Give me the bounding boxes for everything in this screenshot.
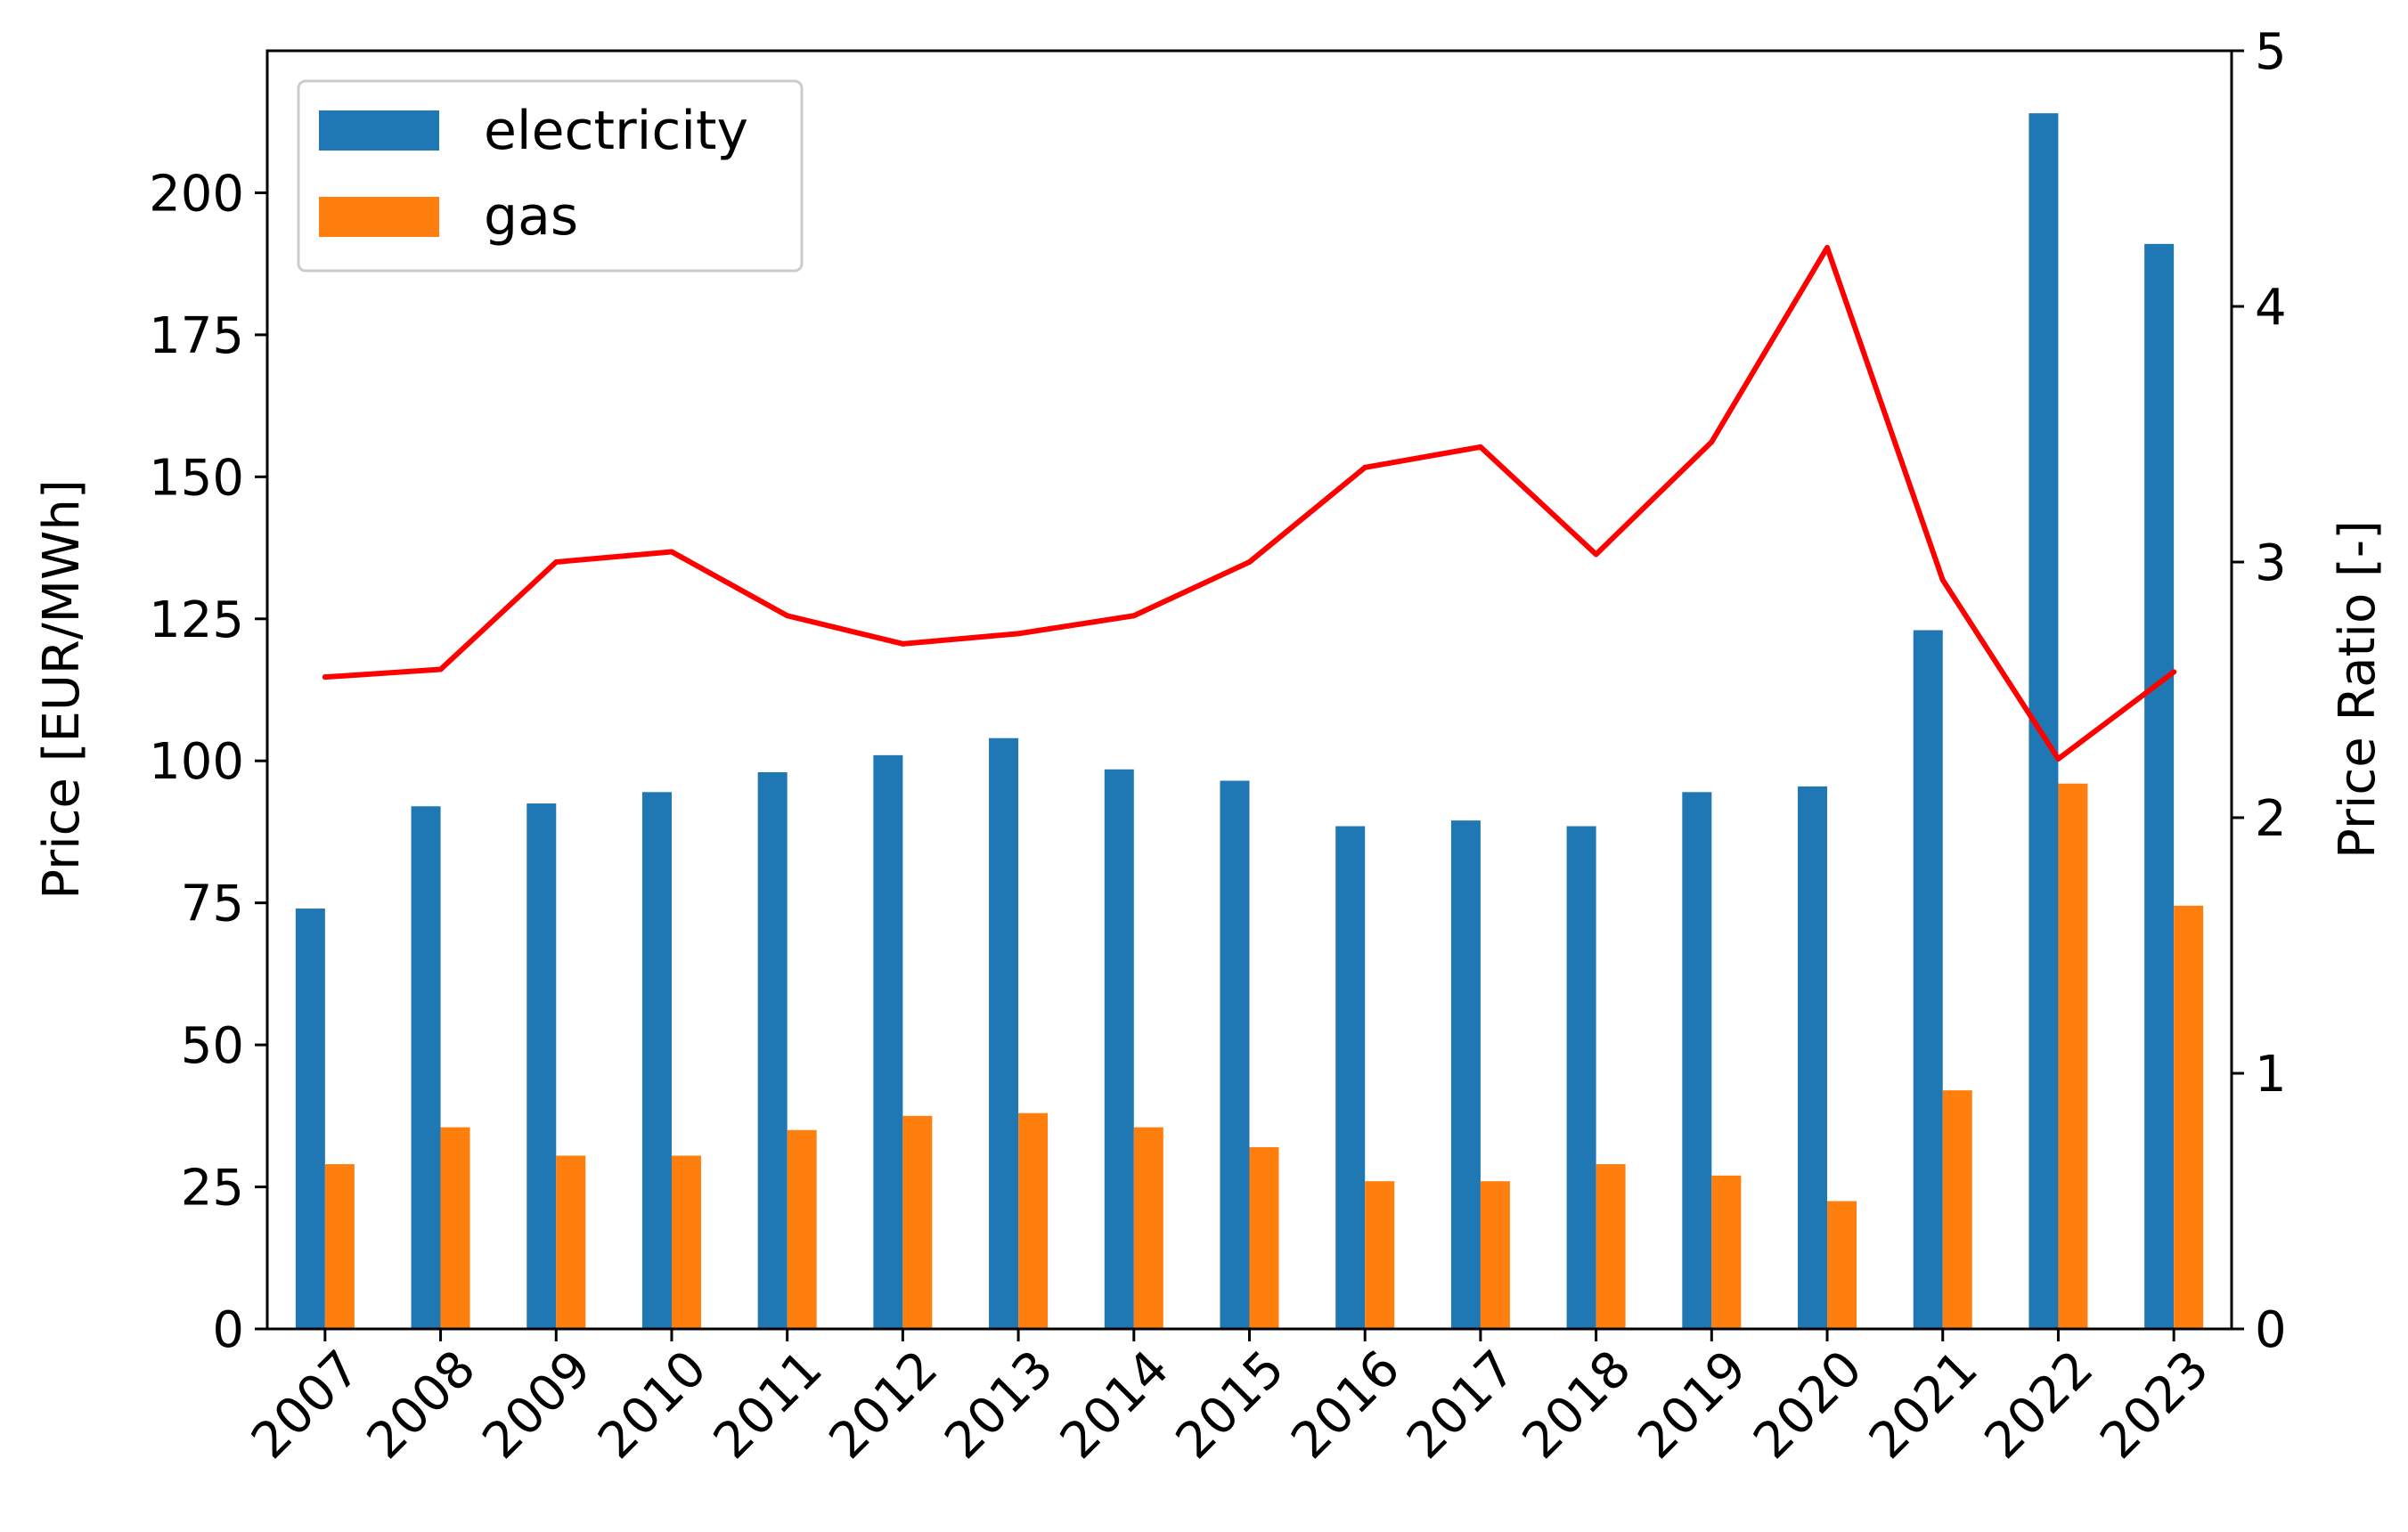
bar-electricity-2018: [1566, 826, 1596, 1329]
point-price-ratio-2010: [668, 549, 674, 555]
bar-electricity-2015: [1220, 780, 1250, 1329]
point-price-ratio-2009: [553, 559, 559, 565]
y-tick-label-125: 125: [149, 591, 244, 649]
bar-gas-2010: [671, 1155, 701, 1329]
bar-electricity-2023: [2144, 243, 2175, 1329]
y2-axis-label: Price Ratio [-]: [2329, 520, 2387, 859]
x-tick-label-2019: 2019: [1627, 1340, 1758, 1471]
bar-gas-2007: [324, 1164, 355, 1329]
bar-gas-2008: [440, 1127, 470, 1329]
point-price-ratio-2023: [2171, 669, 2177, 675]
point-price-ratio-2008: [437, 666, 444, 672]
bar-gas-2017: [1480, 1181, 1510, 1329]
y-tick-label-0: 0: [212, 1301, 244, 1359]
legend-swatch-gas: [319, 197, 439, 237]
x-tick-label-2008: 2008: [356, 1340, 487, 1471]
bar-electricity-2017: [1450, 820, 1481, 1329]
series-line-price-ratio: [322, 244, 2177, 762]
bar-electricity-2008: [411, 806, 441, 1329]
point-price-ratio-2011: [784, 613, 790, 619]
bar-electricity-2011: [757, 771, 788, 1329]
y-tick-label-25: 25: [181, 1160, 244, 1218]
bar-gas-2013: [1018, 1112, 1049, 1329]
point-price-ratio-2021: [1939, 577, 1946, 583]
point-price-ratio-2016: [1362, 464, 1368, 470]
x-tick-label-2010: 2010: [587, 1340, 718, 1471]
y-axis-label: Price [EUR/MWh]: [33, 479, 91, 899]
y-tick-label-75: 75: [181, 876, 244, 933]
y2-tick-label-1: 1: [2255, 1046, 2287, 1104]
bar-gas-2014: [1133, 1127, 1163, 1329]
bar-gas-2020: [1827, 1201, 1857, 1329]
point-price-ratio-2013: [1016, 631, 1022, 637]
bar-gas-2012: [902, 1115, 933, 1329]
x-tick-label-2012: 2012: [819, 1340, 950, 1471]
x-tick-label-2017: 2017: [1396, 1340, 1527, 1471]
bar-electricity-2009: [526, 803, 557, 1329]
y-tick-label-175: 175: [149, 307, 244, 365]
x-tick-label-2011: 2011: [703, 1340, 834, 1471]
bar-electricity-2020: [1798, 786, 1828, 1329]
line-layer: [322, 244, 2177, 762]
bar-electricity-2010: [641, 792, 672, 1329]
y2-tick-label-5: 5: [2255, 23, 2287, 81]
bar-gas-2009: [556, 1155, 586, 1329]
y-tick-label-200: 200: [149, 165, 244, 223]
legend-label-electricity: electricity: [484, 100, 748, 162]
bar-gas-2016: [1365, 1181, 1395, 1329]
point-price-ratio-2015: [1246, 559, 1253, 565]
bar-electricity-2014: [1104, 769, 1134, 1329]
point-price-ratio-2012: [900, 640, 906, 647]
bar-electricity-2013: [989, 737, 1019, 1329]
x-tick-label-2009: 2009: [471, 1340, 602, 1471]
x-tick-label-2014: 2014: [1049, 1340, 1180, 1471]
point-price-ratio-2017: [1477, 444, 1483, 450]
bar-gas-2023: [2174, 905, 2204, 1329]
point-price-ratio-2014: [1131, 613, 1137, 619]
legend-swatch-electricity: [319, 110, 439, 151]
y2-tick-label-3: 3: [2255, 534, 2287, 592]
x-tick-label-2021: 2021: [1858, 1340, 1989, 1471]
point-price-ratio-2018: [1593, 551, 1599, 558]
x-tick-label-2013: 2013: [934, 1340, 1065, 1471]
x-tick-label-2007: 2007: [241, 1340, 371, 1471]
point-price-ratio-2007: [322, 674, 328, 680]
bar-gas-2019: [1711, 1175, 1742, 1329]
y-tick-label-50: 50: [181, 1017, 244, 1075]
bar-gas-2011: [787, 1129, 817, 1329]
x-tick-label-2016: 2016: [1280, 1340, 1411, 1471]
y2-tick-label-2: 2: [2255, 790, 2287, 848]
x-tick-label-2018: 2018: [1512, 1340, 1643, 1471]
y2-tick-label-4: 4: [2255, 279, 2287, 337]
bars-layer: [295, 113, 2204, 1330]
bar-electricity-2007: [295, 909, 325, 1329]
bar-gas-2022: [2058, 783, 2088, 1329]
bar-gas-2021: [1942, 1090, 1972, 1329]
bar-electricity-2016: [1335, 826, 1366, 1329]
y-tick-label-100: 100: [149, 733, 244, 791]
legend: electricity gas: [297, 79, 804, 273]
x-tick-label-2022: 2022: [1974, 1340, 2105, 1471]
point-price-ratio-2020: [1824, 244, 1831, 250]
bar-gas-2018: [1596, 1164, 1626, 1329]
bar-electricity-2012: [873, 754, 903, 1329]
y-tick-label-150: 150: [149, 449, 244, 507]
bar-electricity-2019: [1682, 792, 1712, 1329]
x-tick-label-2023: 2023: [2089, 1340, 2220, 1471]
point-price-ratio-2019: [1709, 439, 1715, 445]
bar-gas-2015: [1249, 1146, 1279, 1329]
legend-label-gas: gas: [484, 185, 578, 248]
point-price-ratio-2022: [2055, 755, 2061, 762]
x-tick-label-2015: 2015: [1165, 1340, 1296, 1471]
bar-electricity-2021: [1913, 630, 1943, 1329]
x-tick-label-2020: 2020: [1743, 1340, 1873, 1471]
y2-tick-label-0: 0: [2255, 1301, 2287, 1359]
